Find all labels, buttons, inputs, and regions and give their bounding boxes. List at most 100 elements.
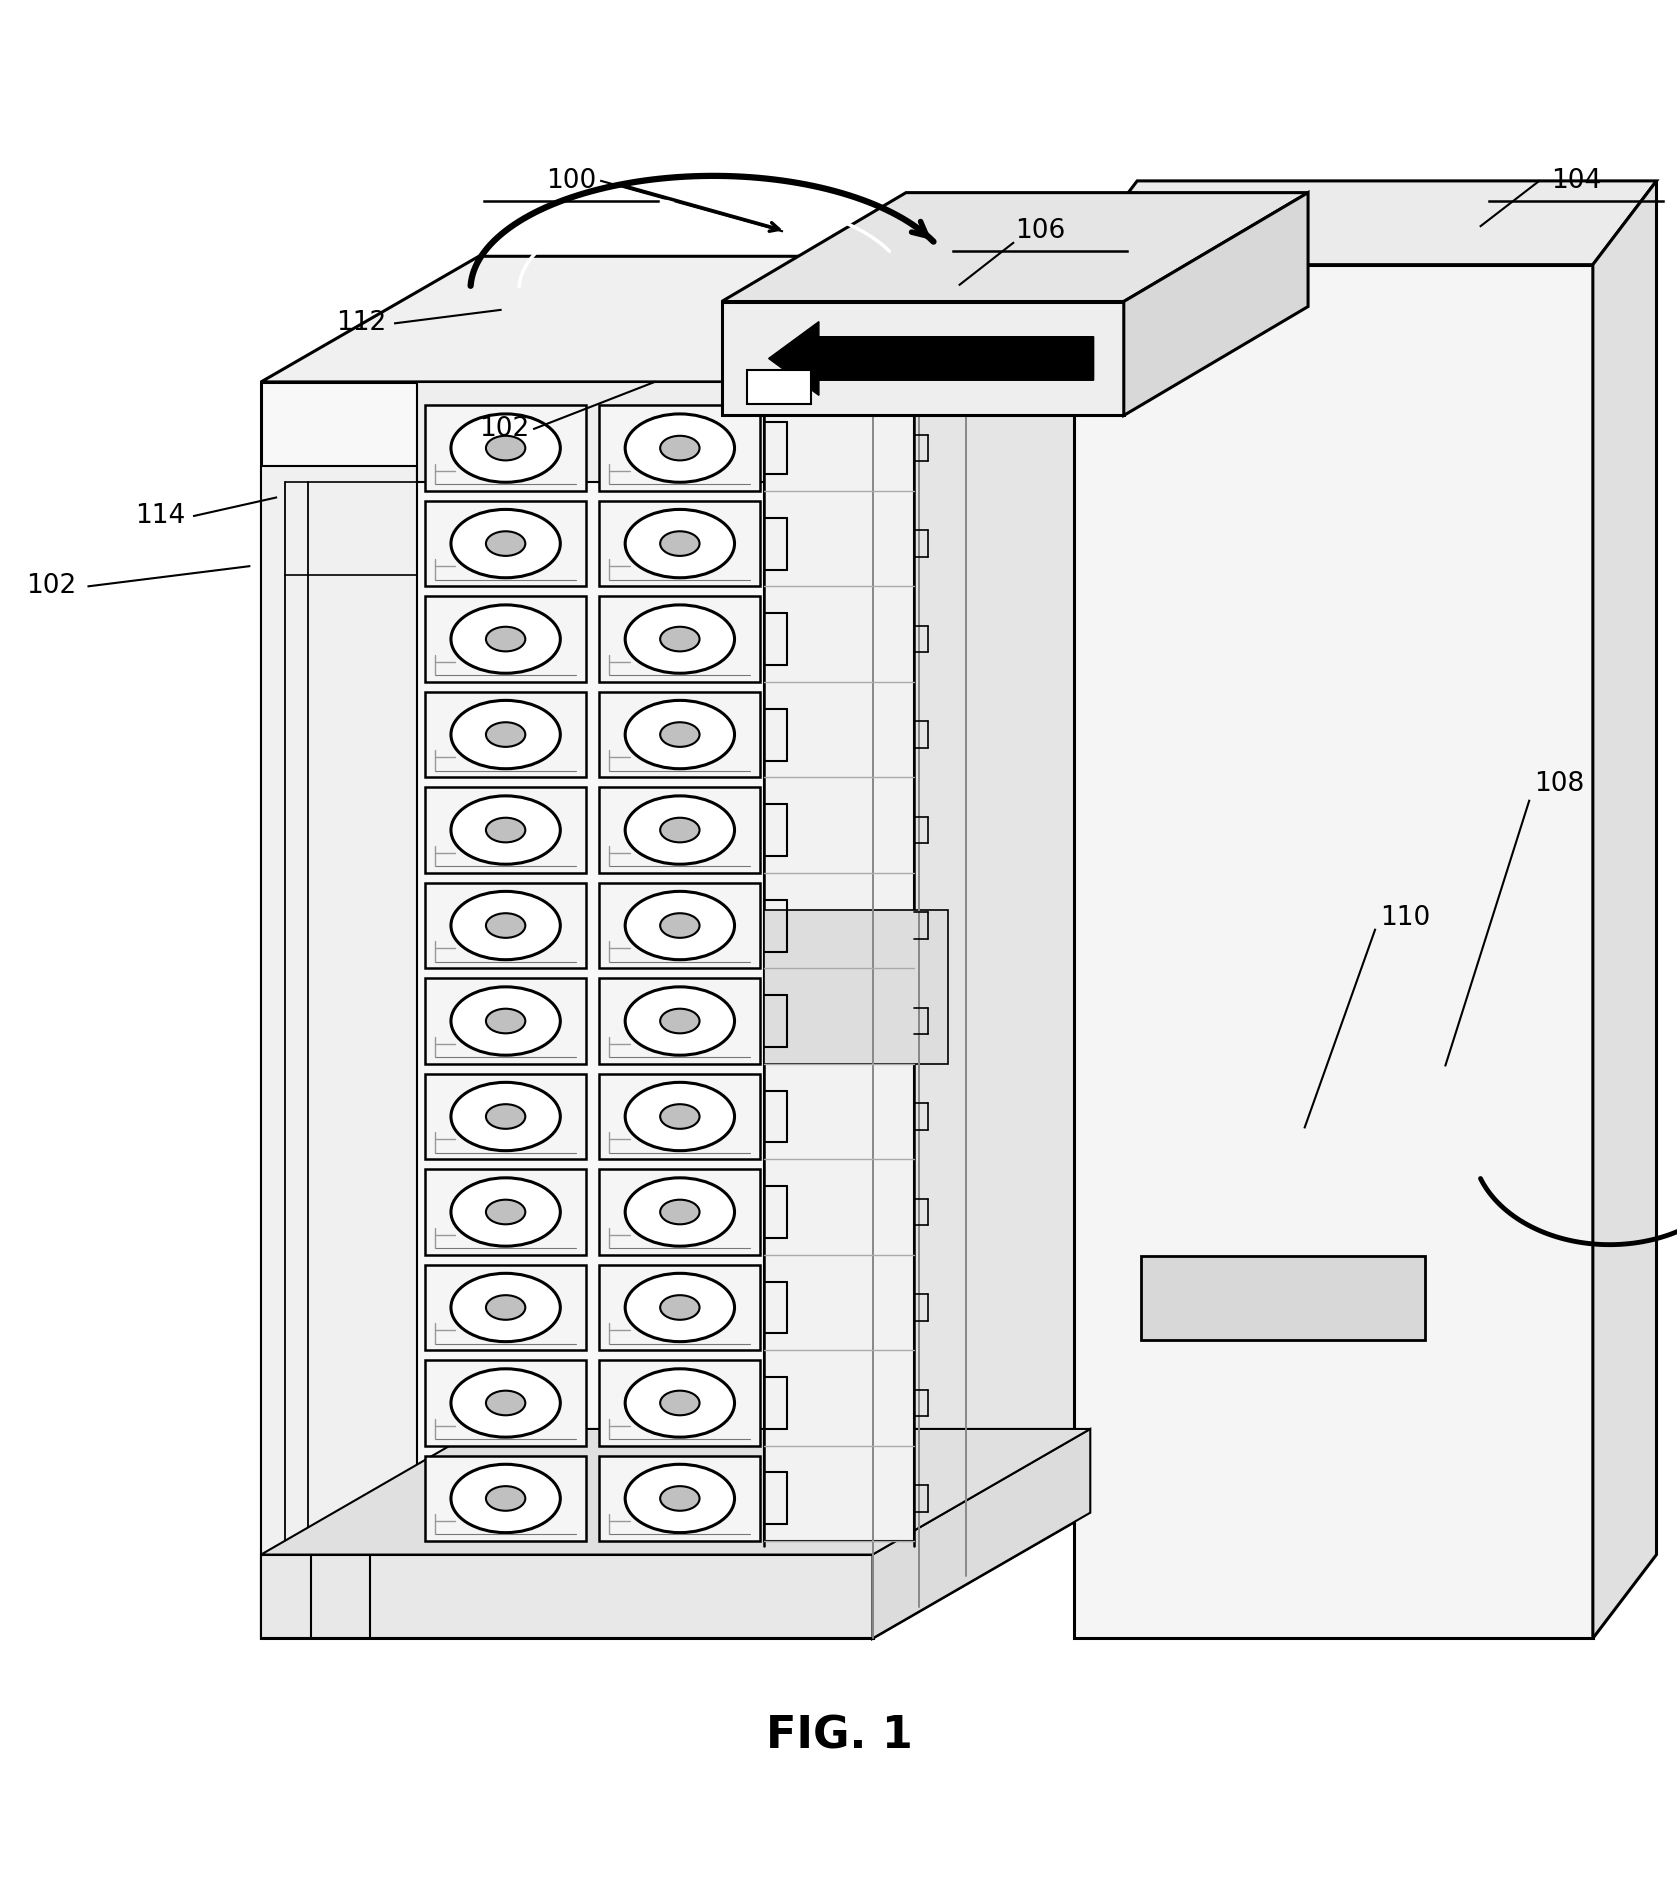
- Polygon shape: [873, 257, 1091, 1638]
- Text: 106: 106: [1015, 219, 1066, 244]
- Ellipse shape: [626, 605, 735, 674]
- Polygon shape: [599, 1265, 760, 1351]
- Text: 104: 104: [1550, 167, 1601, 194]
- Polygon shape: [599, 405, 760, 491]
- Polygon shape: [1124, 192, 1309, 415]
- Ellipse shape: [487, 1104, 525, 1128]
- Polygon shape: [599, 693, 760, 776]
- Polygon shape: [1074, 265, 1592, 1638]
- Polygon shape: [599, 596, 760, 681]
- Ellipse shape: [487, 1486, 525, 1511]
- Ellipse shape: [487, 436, 525, 461]
- Ellipse shape: [487, 1296, 525, 1321]
- Ellipse shape: [626, 1463, 735, 1532]
- Ellipse shape: [451, 415, 560, 481]
- Ellipse shape: [451, 1463, 560, 1532]
- Polygon shape: [599, 1168, 760, 1254]
- Polygon shape: [425, 693, 586, 776]
- Ellipse shape: [626, 891, 735, 959]
- Text: FIG. 1: FIG. 1: [765, 1715, 913, 1756]
- Ellipse shape: [626, 1273, 735, 1342]
- Polygon shape: [262, 1429, 1091, 1555]
- Ellipse shape: [487, 531, 525, 556]
- Ellipse shape: [659, 1104, 700, 1128]
- Polygon shape: [599, 1073, 760, 1159]
- Polygon shape: [769, 322, 1094, 396]
- Text: 102: 102: [27, 573, 77, 599]
- Polygon shape: [599, 1361, 760, 1446]
- Ellipse shape: [626, 795, 735, 864]
- Ellipse shape: [659, 723, 700, 746]
- Ellipse shape: [626, 988, 735, 1054]
- Ellipse shape: [487, 1199, 525, 1224]
- Ellipse shape: [626, 415, 735, 481]
- Ellipse shape: [626, 1368, 735, 1437]
- Ellipse shape: [451, 700, 560, 769]
- Ellipse shape: [487, 626, 525, 651]
- Bar: [747, 371, 810, 403]
- Polygon shape: [1592, 181, 1656, 1638]
- Polygon shape: [763, 396, 915, 1541]
- Polygon shape: [425, 788, 586, 873]
- Ellipse shape: [659, 531, 700, 556]
- Ellipse shape: [659, 626, 700, 651]
- Polygon shape: [425, 1265, 586, 1351]
- Ellipse shape: [451, 1368, 560, 1437]
- Ellipse shape: [626, 1083, 735, 1151]
- Polygon shape: [425, 883, 586, 969]
- Polygon shape: [763, 910, 948, 1064]
- Text: 114: 114: [136, 502, 186, 529]
- Ellipse shape: [659, 1009, 700, 1033]
- Ellipse shape: [487, 723, 525, 746]
- Text: 110: 110: [1379, 906, 1430, 931]
- Ellipse shape: [451, 891, 560, 959]
- Ellipse shape: [626, 1178, 735, 1246]
- Ellipse shape: [487, 913, 525, 938]
- Polygon shape: [599, 500, 760, 586]
- Ellipse shape: [487, 818, 525, 843]
- Ellipse shape: [659, 818, 700, 843]
- Ellipse shape: [451, 1083, 560, 1151]
- Polygon shape: [425, 1456, 586, 1541]
- Text: 108: 108: [1534, 771, 1584, 797]
- Polygon shape: [599, 978, 760, 1064]
- Polygon shape: [425, 1168, 586, 1254]
- Ellipse shape: [451, 605, 560, 674]
- Ellipse shape: [659, 1296, 700, 1321]
- Ellipse shape: [451, 510, 560, 579]
- Polygon shape: [599, 788, 760, 873]
- Ellipse shape: [451, 1178, 560, 1246]
- Ellipse shape: [626, 700, 735, 769]
- Polygon shape: [722, 192, 1309, 301]
- Polygon shape: [599, 883, 760, 969]
- Ellipse shape: [659, 1391, 700, 1416]
- Polygon shape: [425, 978, 586, 1064]
- Polygon shape: [425, 500, 586, 586]
- Ellipse shape: [659, 913, 700, 938]
- Polygon shape: [722, 301, 1124, 415]
- Polygon shape: [425, 1361, 586, 1446]
- Polygon shape: [425, 596, 586, 681]
- Text: 100: 100: [545, 167, 596, 194]
- Polygon shape: [262, 257, 1091, 383]
- Ellipse shape: [487, 1391, 525, 1416]
- Ellipse shape: [659, 1199, 700, 1224]
- Text: 112: 112: [336, 310, 386, 337]
- Ellipse shape: [659, 436, 700, 461]
- Polygon shape: [425, 1073, 586, 1159]
- Ellipse shape: [451, 1273, 560, 1342]
- Polygon shape: [599, 1456, 760, 1541]
- Ellipse shape: [626, 510, 735, 579]
- Polygon shape: [262, 1555, 873, 1638]
- Ellipse shape: [451, 795, 560, 864]
- Polygon shape: [262, 383, 873, 1638]
- Polygon shape: [425, 405, 586, 491]
- Polygon shape: [1141, 1256, 1425, 1340]
- Ellipse shape: [487, 1009, 525, 1033]
- Text: 102: 102: [478, 417, 529, 441]
- Polygon shape: [873, 1429, 1091, 1638]
- Ellipse shape: [659, 1486, 700, 1511]
- Ellipse shape: [451, 988, 560, 1054]
- Polygon shape: [1074, 181, 1656, 265]
- Polygon shape: [262, 466, 416, 1638]
